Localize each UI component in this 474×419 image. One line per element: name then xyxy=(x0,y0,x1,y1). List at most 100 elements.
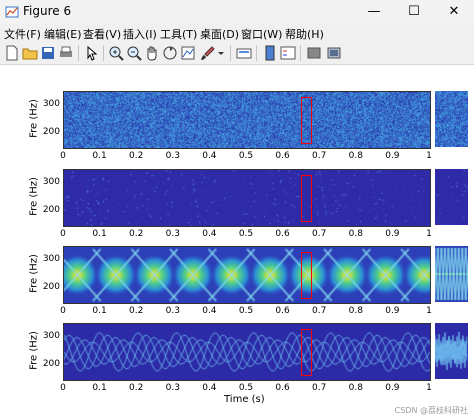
x-tick-label: 0.1 xyxy=(92,151,107,161)
menu-file[interactable]: 文件(F) xyxy=(4,28,41,41)
x-tick-label: 0.9 xyxy=(385,383,400,393)
y-tick-label: 300 xyxy=(42,99,60,109)
x-tick-label: 0 xyxy=(60,383,66,393)
colorbar-icon[interactable] xyxy=(262,45,278,61)
zoom-strip-image xyxy=(435,323,468,379)
y-tick-label: 300 xyxy=(42,177,60,187)
zoom-strip-image xyxy=(435,91,468,147)
hide-plot-tools-icon[interactable] xyxy=(306,45,322,61)
open-file-icon[interactable] xyxy=(22,45,38,61)
zoom-strip-4 xyxy=(435,323,468,379)
x-tick-label: 0.5 xyxy=(238,229,254,239)
y-tick-label: 200 xyxy=(42,359,60,369)
pan-hand-icon[interactable] xyxy=(144,45,160,61)
highlight-box xyxy=(300,328,312,377)
menu-desktop[interactable]: 桌面(D) xyxy=(200,28,240,41)
spectrogram-panel-1[interactable] xyxy=(63,91,431,149)
menu-bar: 文件(F) 编辑(E) 查看(V) 插入(I) 工具(T) 桌面(D) 窗口(W… xyxy=(0,24,474,42)
spectrogram-panel-3[interactable] xyxy=(63,246,431,304)
watermark: CSDN @荔枝科研社 xyxy=(394,406,468,415)
print-icon[interactable] xyxy=(58,45,74,61)
x-tick-label: 0.2 xyxy=(129,306,144,316)
x-tick-label: 0 xyxy=(60,151,66,161)
menu-view[interactable]: 查看(V) xyxy=(83,28,122,41)
spectrogram-image xyxy=(64,247,430,303)
menu-window[interactable]: 窗口(W) xyxy=(241,28,283,41)
y-axis-label: Fre (Hz) xyxy=(28,177,40,216)
x-tick-label: 1 xyxy=(426,151,432,161)
close-button[interactable]: ✕ xyxy=(448,4,460,19)
highlight-box xyxy=(300,174,312,223)
spectrogram-panel-4[interactable] xyxy=(63,323,431,381)
spectrogram-image xyxy=(64,92,430,148)
x-tick-label: 0.7 xyxy=(312,229,327,239)
y-axis-label: Fre (Hz) xyxy=(28,331,40,370)
x-tick-label: 0.2 xyxy=(129,383,144,393)
x-tick-label: 0.8 xyxy=(348,229,363,239)
x-tick-label: 0.5 xyxy=(238,306,254,316)
link-plot-icon[interactable] xyxy=(236,45,252,61)
x-tick-label: 0.3 xyxy=(165,383,180,393)
x-tick-label: 0.9 xyxy=(385,151,400,161)
x-tick-label: 0.8 xyxy=(348,151,363,161)
menu-tools[interactable]: 工具(T) xyxy=(160,28,198,41)
x-tick-label: 0 xyxy=(60,306,66,316)
menu-help[interactable]: 帮助(H) xyxy=(285,28,324,41)
y-tick-label: 300 xyxy=(42,254,60,264)
y-tick-label: 200 xyxy=(42,282,60,292)
x-axis-label: Time (s) xyxy=(224,394,265,405)
spectrogram-panel-2[interactable] xyxy=(63,169,431,227)
spectrogram-image xyxy=(64,324,430,380)
zoom-strip-image xyxy=(435,246,468,302)
menu-edit[interactable]: 编辑(E) xyxy=(44,28,82,41)
new-figure-icon[interactable] xyxy=(4,45,20,61)
toolbar-separator xyxy=(78,45,79,61)
x-tick-label: 0.1 xyxy=(92,229,107,239)
x-tick-label: 1 xyxy=(426,229,432,239)
y-tick-label: 200 xyxy=(42,127,60,137)
x-tick-label: 0.4 xyxy=(202,383,217,393)
matlab-figure-icon xyxy=(5,6,19,18)
x-tick-label: 0.2 xyxy=(129,229,144,239)
x-tick-label: 0.4 xyxy=(202,306,217,316)
window-title: Figure 6 xyxy=(23,4,72,18)
zoom-strip-3 xyxy=(435,246,468,302)
x-tick-label: 0.3 xyxy=(165,229,180,239)
x-tick-label: 0.1 xyxy=(92,383,107,393)
x-tick-label: 0.7 xyxy=(312,151,327,161)
show-plot-tools-icon[interactable] xyxy=(326,45,342,61)
x-tick-label: 0.8 xyxy=(348,383,363,393)
brush-dropdown-icon[interactable] xyxy=(216,45,226,61)
zoom-in-icon[interactable] xyxy=(108,45,124,61)
x-tick-label: 0.4 xyxy=(202,151,217,161)
toolbar-separator xyxy=(103,45,104,61)
x-tick-label: 0.9 xyxy=(385,229,400,239)
toolbar-separator xyxy=(230,45,231,61)
edit-plot-arrow-icon[interactable] xyxy=(84,45,100,61)
x-tick-label: 0.1 xyxy=(92,306,107,316)
maximize-button[interactable]: ☐ xyxy=(408,4,420,19)
brush-icon[interactable] xyxy=(200,45,216,61)
y-tick-label: 300 xyxy=(42,331,60,341)
toolbar-separator xyxy=(256,45,257,61)
zoom-strip-2 xyxy=(435,169,468,225)
rotate-3d-icon[interactable] xyxy=(162,45,178,61)
minimize-button[interactable]: — xyxy=(367,4,381,19)
data-cursor-icon[interactable] xyxy=(180,45,196,61)
x-tick-label: 0.6 xyxy=(275,151,290,161)
x-tick-label: 0.3 xyxy=(165,151,180,161)
x-tick-label: 0.9 xyxy=(385,306,400,316)
title-bar: Figure 6 — ☐ ✕ xyxy=(0,0,474,24)
figure-canvas: CSDN @荔枝科研社 300 200 Fre (Hz) 0 0.1 0.2 0.3 0.4 0… xyxy=(0,65,474,419)
zoom-out-icon[interactable] xyxy=(126,45,142,61)
save-icon[interactable] xyxy=(40,45,56,61)
zoom-strip-image xyxy=(435,169,468,225)
y-axis-label: Fre (Hz) xyxy=(28,99,40,138)
legend-icon[interactable] xyxy=(280,45,296,61)
x-tick-label: 0.6 xyxy=(275,383,290,393)
x-tick-label: 0.3 xyxy=(165,306,180,316)
x-tick-label: 0.5 xyxy=(238,383,254,393)
menu-insert[interactable]: 插入(I) xyxy=(123,28,157,41)
spectrogram-image xyxy=(64,170,430,226)
x-tick-label: 0.6 xyxy=(275,306,290,316)
